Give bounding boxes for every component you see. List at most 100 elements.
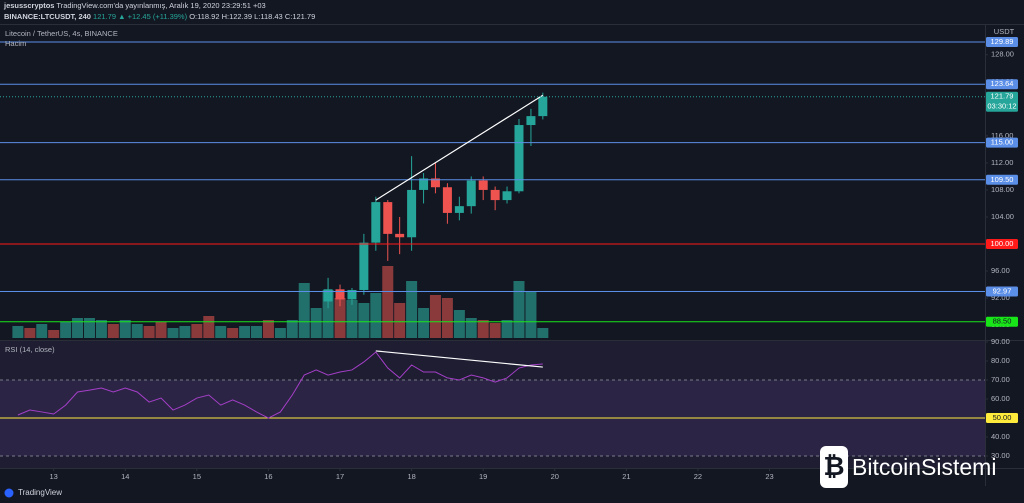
countdown: 03:30:12 xyxy=(987,102,1016,111)
level-label-bg xyxy=(986,239,1018,250)
tv-logo xyxy=(4,488,14,498)
candle-body xyxy=(323,289,333,302)
x-tick-label: 18 xyxy=(407,472,415,481)
level-label-bg xyxy=(986,79,1018,90)
volume-bar xyxy=(358,303,370,338)
level-label-bg xyxy=(986,286,1018,297)
level-label: 50.00 xyxy=(993,413,1012,422)
volume-bar xyxy=(203,316,215,338)
x-tick-label: 16 xyxy=(264,472,272,481)
candle-body xyxy=(490,189,500,201)
level-label-bg xyxy=(986,316,1018,327)
x-tick-label: 23 xyxy=(765,472,773,481)
level-label-bg xyxy=(986,174,1018,185)
volume-bar xyxy=(406,281,418,338)
candle-body xyxy=(514,125,524,192)
volume-bar xyxy=(191,324,203,338)
price-pane xyxy=(0,41,985,338)
candle-body xyxy=(383,202,393,234)
rsi-title: RSI (14, close) xyxy=(5,345,55,354)
volume-bar xyxy=(179,326,191,338)
volume-bar xyxy=(72,318,84,338)
volume-bar xyxy=(394,303,406,338)
candle-body xyxy=(538,96,548,117)
chart-title: Litecoin / TetherUS, 4s, BINANCE xyxy=(5,29,118,38)
x-tick-label: 13 xyxy=(50,472,58,481)
symbol-line: BINANCE:LTCUSDT, 240 121.79 ▲ +12.45 (+1… xyxy=(4,12,315,21)
level-label-bg xyxy=(986,36,1018,47)
y-tick-label: 96.00 xyxy=(991,266,1010,275)
volume-bar xyxy=(310,308,322,338)
volume-bar xyxy=(24,328,36,338)
x-tick-label: 21 xyxy=(622,472,630,481)
level-label: 115.00 xyxy=(991,138,1013,147)
volume-bar xyxy=(155,322,167,338)
ohlc: O:118.92 H:122.39 L:118.43 C:121.79 xyxy=(189,12,315,21)
trendline xyxy=(375,94,544,201)
candle-body xyxy=(359,242,369,290)
volume-bar xyxy=(167,328,179,338)
candle-body xyxy=(407,189,417,238)
volume-bar xyxy=(489,323,501,338)
y-tick-label: 92.00 xyxy=(991,293,1010,302)
candle-body xyxy=(478,180,488,190)
volume-bar xyxy=(95,320,107,338)
volume-bar xyxy=(418,308,430,338)
volume-bar xyxy=(286,320,298,338)
user: jesusscryptos xyxy=(3,1,54,10)
volume-bar xyxy=(298,283,310,338)
candle-body xyxy=(371,202,381,243)
volume-bar xyxy=(36,324,48,338)
candle-body xyxy=(502,191,512,201)
x-tick-label: 20 xyxy=(551,472,559,481)
candle-body xyxy=(430,178,440,188)
y-tick-label: 108.00 xyxy=(991,185,1014,194)
candle-body xyxy=(466,180,476,207)
volume-bar xyxy=(239,326,251,338)
volume-bar xyxy=(12,326,24,338)
y-tick-label: 116.00 xyxy=(991,131,1013,140)
volume-bar xyxy=(322,290,334,338)
volume-bar xyxy=(501,320,513,338)
volume-bar xyxy=(465,318,477,338)
volume-bar xyxy=(513,281,525,338)
volume-bar xyxy=(131,324,143,338)
volume-bar xyxy=(60,322,72,338)
tv-brand: TradingView xyxy=(18,488,62,497)
level-label: 100.00 xyxy=(991,239,1014,248)
rsi-line xyxy=(17,351,543,419)
level-label: 129.89 xyxy=(991,37,1014,46)
candle-body xyxy=(419,178,429,190)
volume-bar xyxy=(429,295,441,338)
volume-bar xyxy=(334,298,346,338)
level-label: 109.50 xyxy=(991,175,1014,184)
logo-shape xyxy=(820,446,848,488)
volume-bar xyxy=(453,310,465,338)
volume-bar xyxy=(119,320,131,338)
symbol: BINANCE:LTCUSDT, 240 xyxy=(4,12,91,21)
x-tick-label: 19 xyxy=(479,472,487,481)
x-tick-label: 14 xyxy=(121,472,129,481)
last-price-label: 121.79 xyxy=(991,92,1014,101)
rsi-pane xyxy=(0,341,985,468)
volume-bar xyxy=(274,328,286,338)
volume-bar xyxy=(48,330,60,338)
y-tick-label: 112.00 xyxy=(991,158,1013,167)
level-label: 88.50 xyxy=(993,317,1012,326)
volume-bar xyxy=(215,326,227,338)
volume-bar xyxy=(537,328,549,338)
volume-legend: Hacim xyxy=(5,39,26,48)
published: TradingView.com'da yayınlanmış, Aralık 1… xyxy=(56,1,265,10)
volume-bar xyxy=(441,298,453,338)
x-tick-label: 22 xyxy=(694,472,702,481)
y-tick-label: 80.00 xyxy=(991,356,1010,365)
volume-bar xyxy=(143,326,155,338)
candle-body xyxy=(454,206,464,213)
last-label-bg xyxy=(986,91,1018,112)
level-label: 92.97 xyxy=(993,287,1012,296)
price: 121.79 xyxy=(93,12,116,21)
axes: 88.0092.0096.00100.00104.00108.00112.001… xyxy=(50,37,1018,481)
volume-bar xyxy=(262,320,274,338)
y-tick-label: 40.00 xyxy=(991,432,1010,441)
